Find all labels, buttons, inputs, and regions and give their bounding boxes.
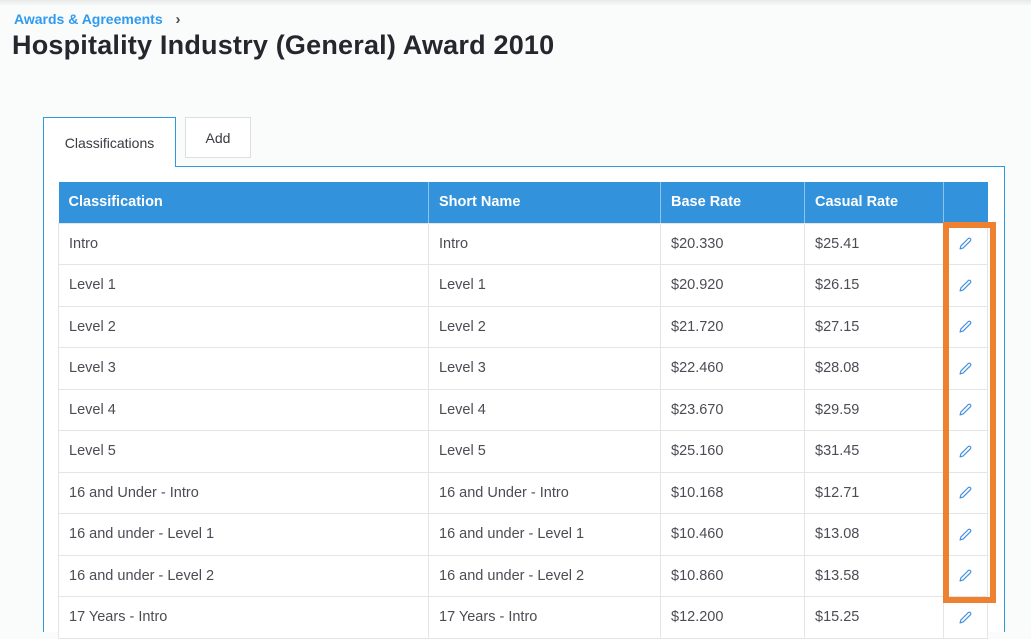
table-row: Level 4 Level 4 $23.670 $29.59 <box>58 388 988 431</box>
cell-casual-rate: $28.08 <box>804 347 944 390</box>
cell-base-rate: $20.330 <box>660 222 805 265</box>
edit-button[interactable] <box>956 566 976 586</box>
cell-short-name: Level 4 <box>428 388 661 431</box>
tab-content-panel: Classification Short Name Base Rate Casu… <box>43 166 1005 639</box>
cell-casual-rate: $15.25 <box>804 596 944 639</box>
cell-base-rate: $23.670 <box>660 388 805 431</box>
cell-edit <box>943 264 988 307</box>
edit-button[interactable] <box>956 524 976 544</box>
tab-add[interactable]: Add <box>185 117 251 158</box>
cell-casual-rate: $25.41 <box>804 222 944 265</box>
edit-button[interactable] <box>956 441 976 461</box>
cell-base-rate: $25.160 <box>660 430 805 473</box>
cell-edit <box>943 347 988 390</box>
cell-short-name: Level 1 <box>428 264 661 307</box>
column-header-casual-rate: Casual Rate <box>804 182 944 223</box>
cell-base-rate: $21.720 <box>660 305 805 348</box>
top-edge-strip <box>0 0 1031 5</box>
tab-bar: Classifications Add <box>43 117 251 167</box>
column-header-short-name: Short Name <box>428 182 661 223</box>
cell-classification: 16 and under - Level 1 <box>58 513 429 556</box>
pencil-icon <box>959 569 972 582</box>
cell-casual-rate: $31.45 <box>804 430 944 473</box>
table-row: 16 and under - Level 2 16 and under - Le… <box>58 554 988 597</box>
edit-button[interactable] <box>956 400 976 420</box>
pencil-icon <box>959 528 972 541</box>
cell-classification: Level 3 <box>58 347 429 390</box>
cell-short-name: Intro <box>428 222 661 265</box>
cell-edit <box>943 222 988 265</box>
page-title: Hospitality Industry (General) Award 201… <box>12 30 555 60</box>
cell-base-rate: $10.460 <box>660 513 805 556</box>
cell-base-rate: $10.860 <box>660 554 805 597</box>
edit-button[interactable] <box>956 358 976 378</box>
edit-button[interactable] <box>956 317 976 337</box>
breadcrumb-link-awards-agreements[interactable]: Awards & Agreements <box>14 11 163 27</box>
cell-casual-rate: $13.08 <box>804 513 944 556</box>
cell-short-name: 16 and under - Level 1 <box>428 513 661 556</box>
cell-short-name: Level 2 <box>428 305 661 348</box>
cell-casual-rate: $26.15 <box>804 264 944 307</box>
cell-edit <box>943 430 988 473</box>
cell-short-name: 16 and under - Level 2 <box>428 554 661 597</box>
cell-casual-rate: $29.59 <box>804 388 944 431</box>
cell-classification: Level 4 <box>58 388 429 431</box>
table-row: Level 1 Level 1 $20.920 $26.15 <box>58 264 988 307</box>
classifications-table: Classification Short Name Base Rate Casu… <box>58 182 988 639</box>
cell-edit <box>943 513 988 556</box>
cell-edit <box>943 388 988 431</box>
cell-short-name: 16 and Under - Intro <box>428 471 661 514</box>
edit-button[interactable] <box>956 483 976 503</box>
tab-classifications[interactable]: Classifications <box>43 117 176 167</box>
pencil-icon <box>959 362 972 375</box>
table-row: Intro Intro $20.330 $25.41 <box>58 222 988 265</box>
table-row: Level 5 Level 5 $25.160 $31.45 <box>58 430 988 473</box>
cell-classification: Intro <box>58 222 429 265</box>
cell-classification: 17 Years - Intro <box>58 596 429 639</box>
cell-base-rate: $20.920 <box>660 264 805 307</box>
cell-edit <box>943 554 988 597</box>
pencil-icon <box>959 237 972 250</box>
edit-button[interactable] <box>956 275 976 295</box>
cell-edit <box>943 596 988 639</box>
cell-casual-rate: $27.15 <box>804 305 944 348</box>
pencil-icon <box>959 403 972 416</box>
pencil-icon <box>959 279 972 292</box>
table-row: 17 Years - Intro 17 Years - Intro $12.20… <box>58 596 988 639</box>
edit-button[interactable] <box>956 607 976 627</box>
table-row: 16 and under - Level 1 16 and under - Le… <box>58 513 988 556</box>
cell-base-rate: $22.460 <box>660 347 805 390</box>
cell-casual-rate: $12.71 <box>804 471 944 514</box>
column-header-actions <box>943 182 988 223</box>
cell-classification: 16 and under - Level 2 <box>58 554 429 597</box>
cell-short-name: Level 5 <box>428 430 661 473</box>
pencil-icon <box>959 445 972 458</box>
pencil-icon <box>959 611 972 624</box>
edit-button[interactable] <box>956 234 976 254</box>
cell-base-rate: $10.168 <box>660 471 805 514</box>
cell-classification: Level 2 <box>58 305 429 348</box>
cell-classification: Level 5 <box>58 430 429 473</box>
cell-short-name: Level 3 <box>428 347 661 390</box>
pencil-icon <box>959 320 972 333</box>
table-row: Level 2 Level 2 $21.720 $27.15 <box>58 305 988 348</box>
table-header: Classification Short Name Base Rate Casu… <box>58 182 988 223</box>
pencil-icon <box>959 486 972 499</box>
cell-casual-rate: $13.58 <box>804 554 944 597</box>
cell-edit <box>943 305 988 348</box>
column-header-classification: Classification <box>58 182 429 223</box>
column-header-base-rate: Base Rate <box>660 182 805 223</box>
cell-classification: 16 and Under - Intro <box>58 471 429 514</box>
chevron-right-icon: › <box>175 11 181 28</box>
breadcrumb: Awards & Agreements › <box>14 11 181 28</box>
cell-edit <box>943 471 988 514</box>
cell-classification: Level 1 <box>58 264 429 307</box>
table-row: Level 3 Level 3 $22.460 $28.08 <box>58 347 988 390</box>
table-row: 16 and Under - Intro 16 and Under - Intr… <box>58 471 988 514</box>
